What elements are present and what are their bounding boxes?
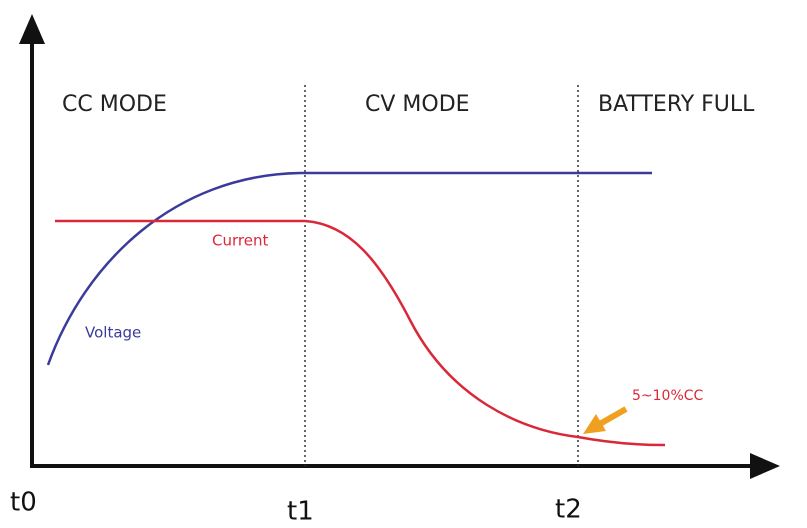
current-curve	[55, 219, 666, 447]
annotation-arrow	[596, 406, 628, 428]
x-axis-arrow	[750, 453, 780, 479]
mode-label: CC MODE	[62, 92, 167, 117]
voltage-label: Voltage	[85, 324, 141, 342]
y-axis-arrow	[19, 14, 45, 44]
time-label: t0	[10, 488, 37, 518]
voltage-curve	[46, 171, 652, 366]
mode-label: CV MODE	[365, 92, 470, 117]
annotation-arrowhead	[583, 414, 606, 434]
time-label: t2	[555, 495, 582, 525]
time-label: t1	[287, 497, 314, 527]
current-label: Current	[212, 232, 268, 250]
mode-label: BATTERY FULL	[598, 92, 755, 117]
annotation-label: 5~10%CC	[632, 388, 704, 404]
